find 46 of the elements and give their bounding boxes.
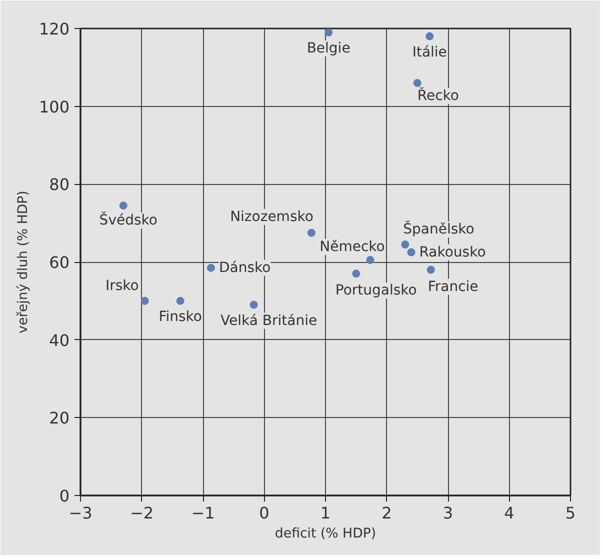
point: [250, 300, 258, 309]
point: [324, 28, 333, 36]
point: [206, 264, 215, 272]
annotation: Řecko: [417, 86, 459, 104]
point: [352, 270, 360, 278]
annotation: Španělsko: [403, 220, 474, 238]
x-tick-label: 3: [442, 504, 454, 522]
annotation: Francie: [428, 278, 478, 295]
annotation: Belgie: [306, 40, 350, 56]
x-tick-label: 4: [504, 504, 514, 522]
annotation: Itálie: [412, 44, 447, 60]
point: [401, 240, 410, 248]
point: [413, 78, 422, 87]
x-tick-label: −2: [130, 504, 154, 522]
y-tick-label: 0: [59, 486, 70, 506]
y-tick-label: 40: [49, 330, 70, 350]
y-tick-label: 60: [49, 253, 70, 272]
y-tick-label: 20: [49, 408, 70, 428]
annotation: Dánsko: [218, 260, 271, 276]
annotation: Švédsko: [99, 212, 158, 229]
annotation: Portugalsko: [335, 282, 417, 299]
x-tick-label: 0: [259, 504, 270, 522]
x-tick-label: −3: [68, 504, 92, 522]
annotation: Nizozemsko: [230, 208, 314, 225]
point: [140, 296, 149, 305]
y-tick-label: 120: [38, 20, 70, 38]
annotation: Německo: [320, 239, 385, 256]
point: [176, 296, 184, 305]
x-tick-label: 1: [320, 504, 331, 522]
annotation: Rakousko: [419, 244, 486, 260]
point: [119, 202, 128, 210]
point: [407, 248, 416, 256]
x-tick-label: −1: [191, 504, 215, 522]
annotation: Finsko: [158, 308, 202, 325]
point: [426, 32, 434, 40]
y-axis-title: veřejný dluh (% HDP): [16, 190, 31, 334]
point: [366, 256, 374, 264]
point: [426, 266, 435, 274]
x-tick-label: 2: [382, 504, 392, 522]
annotation: Velká Británie: [220, 312, 318, 329]
x-axis-title: deficit (% HDP): [274, 526, 376, 542]
y-tick-label: 80: [49, 175, 70, 194]
y-tick-label: 100: [38, 97, 70, 116]
point: [307, 228, 316, 237]
annotation: Irsko: [105, 278, 139, 294]
x-tick-label: 5: [565, 504, 576, 522]
